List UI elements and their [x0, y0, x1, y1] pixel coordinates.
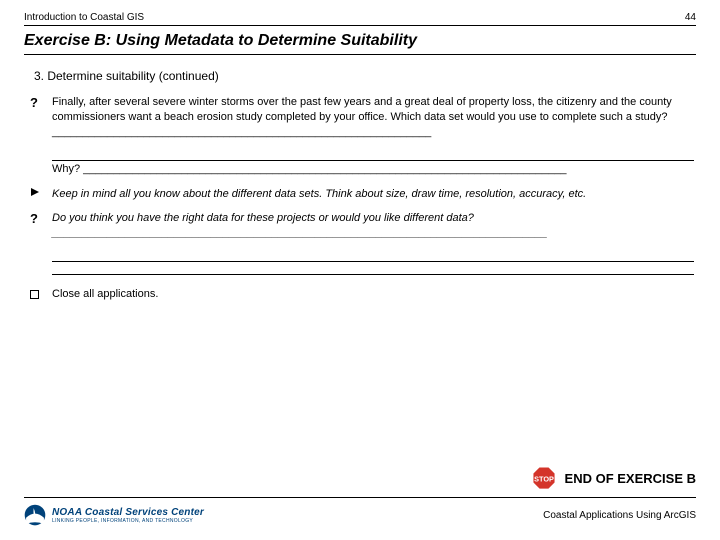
page-title: Exercise B: Using Metadata to Determine … — [24, 32, 696, 50]
blank-line — [52, 251, 694, 262]
action-text: Close all applications. — [52, 287, 696, 302]
footer-row: NOAA Coastal Services Center LINKING PEO… — [24, 504, 696, 526]
title-rule — [24, 54, 696, 55]
footer-rule — [24, 497, 696, 498]
section-subhead: 3. Determine suitability (continued) — [34, 69, 696, 83]
noaa-logo-icon — [24, 504, 46, 526]
page: Introduction to Coastal GIS 44 Exercise … — [0, 0, 720, 540]
footer-right: Coastal Applications Using ArcGIS — [543, 510, 696, 521]
footer-logo-text: NOAA Coastal Services Center LINKING PEO… — [52, 507, 204, 524]
tip-item: Keep in mind all you know about the diff… — [30, 187, 696, 202]
page-number: 44 — [685, 12, 696, 23]
footer-logo-line2: LINKING PEOPLE, INFORMATION, AND TECHNOL… — [52, 518, 204, 524]
footer-logo-line1: NOAA Coastal Services Center — [52, 507, 204, 518]
action-item: Close all applications. — [30, 287, 696, 302]
header-left: Introduction to Coastal GIS — [24, 12, 144, 23]
footer: STOP END OF EXERCISE B NOAA Coastal Serv… — [24, 465, 696, 526]
question-text-2: Do you think you have the right data for… — [52, 211, 696, 241]
question-item-1: ? Finally, after several severe winter s… — [30, 95, 696, 140]
why-label: Why? — [52, 163, 80, 175]
header-rule — [24, 25, 696, 26]
why-row: Why? ___________________________________… — [52, 163, 696, 175]
header-row: Introduction to Coastal GIS 44 — [24, 12, 696, 25]
triangle-bullet-icon — [30, 187, 52, 202]
tip-text: Keep in mind all you know about the diff… — [52, 187, 696, 202]
end-label: END OF EXERCISE B — [565, 471, 696, 486]
svg-text:STOP: STOP — [534, 474, 554, 483]
blank-line — [52, 150, 694, 161]
question-text-1: Finally, after several severe winter sto… — [52, 95, 696, 140]
blank-line — [52, 264, 694, 275]
footer-logo: NOAA Coastal Services Center LINKING PEO… — [24, 504, 204, 526]
question-mark-icon: ? — [30, 95, 52, 140]
why-blank: ________________________________________… — [80, 163, 566, 175]
question-mark-icon: ? — [30, 211, 52, 241]
stop-sign-icon: STOP — [531, 465, 557, 491]
question-item-2: ? Do you think you have the right data f… — [30, 211, 696, 241]
checkbox-bullet-icon — [30, 287, 52, 302]
end-row: STOP END OF EXERCISE B — [24, 465, 696, 491]
